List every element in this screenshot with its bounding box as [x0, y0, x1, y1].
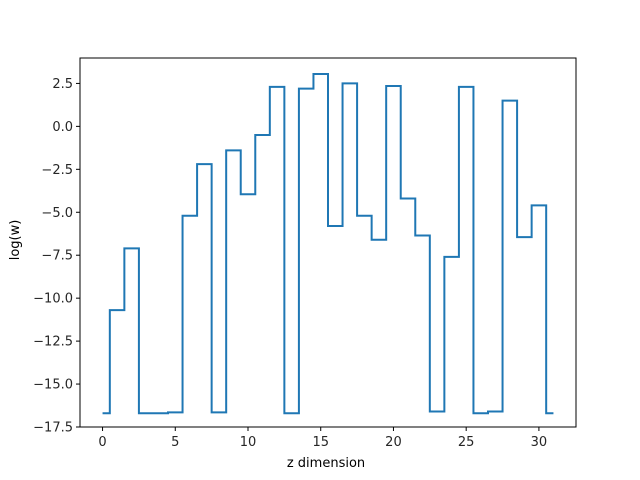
x-tick-label: 20 — [385, 435, 402, 450]
x-tick-label: 30 — [531, 435, 548, 450]
y-tick-label: −17.5 — [33, 421, 73, 436]
y-tick-label: −15.0 — [33, 378, 73, 393]
x-tick-label: 15 — [312, 435, 329, 450]
y-tick-label: −7.5 — [41, 249, 73, 264]
x-tick-label: 25 — [458, 435, 475, 450]
x-tick-label: 0 — [98, 435, 106, 450]
y-axis-label: log(w) — [8, 220, 23, 261]
x-axis: 0 5 10 15 20 25 30 — [98, 427, 547, 450]
y-tick-label: −2.5 — [41, 163, 73, 178]
x-tick-label: 10 — [240, 435, 257, 450]
series-line — [102, 72, 554, 415]
x-tick-label: 5 — [171, 435, 179, 450]
y-tick-label: −10.0 — [33, 292, 73, 307]
y-tick-label: −5.0 — [41, 206, 73, 221]
y-tick-label: 0.0 — [52, 120, 73, 135]
plot-area — [79, 57, 577, 428]
y-tick-label: 2.5 — [52, 77, 73, 92]
y-tick-label: −12.5 — [33, 335, 73, 350]
y-axis: −17.5 −15.0 −12.5 −10.0 −7.5 −5.0 −2.5 0.0 2.5 — [33, 77, 80, 436]
x-axis-label: z dimension — [287, 456, 365, 471]
axes-frame — [79, 57, 577, 428]
